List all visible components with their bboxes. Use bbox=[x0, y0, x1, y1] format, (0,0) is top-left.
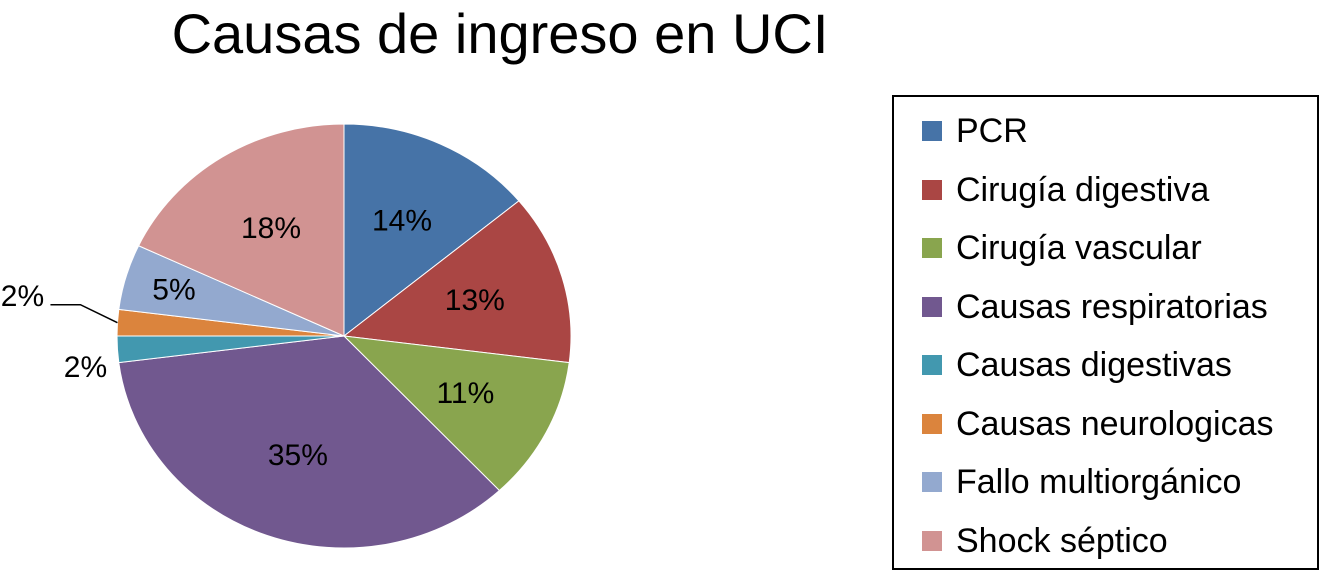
data-label-causas-neurologicas: 2% bbox=[1, 280, 44, 313]
legend-item-fallo-multiorganico: Fallo multiorgánico bbox=[922, 462, 1241, 502]
data-label-causas-respiratorias: 35% bbox=[268, 439, 328, 472]
data-label-cirugia-vascular: 11% bbox=[436, 377, 494, 410]
legend-swatch bbox=[922, 530, 942, 551]
pie-slice-cirugia-digestiva bbox=[342, 200, 572, 364]
data-label-fallo-multiorganico: 5% bbox=[152, 273, 195, 306]
data-label-pcr: 14% bbox=[372, 204, 432, 237]
legend-label: Shock séptico bbox=[956, 521, 1168, 560]
legend-item-pcr: PCR bbox=[922, 111, 1028, 151]
legend-swatch bbox=[922, 296, 942, 317]
pie-slice-shock-septico bbox=[137, 123, 345, 337]
legend-swatch bbox=[922, 179, 942, 200]
data-label-causas-digestivas: 2% bbox=[64, 351, 107, 384]
legend-label: Cirugía vascular bbox=[956, 229, 1202, 267]
chart-title: Causas de ingreso en UCI bbox=[171, 2, 829, 65]
legend-item-cirugia-vascular: Cirugía vascular bbox=[922, 228, 1202, 268]
legend-item-causas-digestivas: Causas digestivas bbox=[922, 345, 1232, 385]
legend-swatch bbox=[922, 472, 942, 492]
legend-item-causas-neurologicas: Causas neurologicas bbox=[922, 404, 1274, 444]
legend-label: Fallo multiorgánico bbox=[956, 463, 1242, 501]
leader-line-causas-neurologicas bbox=[50, 303, 118, 324]
legend-label: Cirugía digestiva bbox=[956, 170, 1210, 209]
legend-swatch bbox=[922, 413, 942, 434]
legend-swatch bbox=[922, 238, 942, 258]
pie-slice-causas-respiratorias bbox=[118, 335, 501, 549]
legend-label: PCR bbox=[956, 112, 1028, 150]
pie-chart: 14% 13% 11% 35% 2% 2% 5% 18% bbox=[1, 123, 572, 549]
legend-label: Causas neurologicas bbox=[956, 404, 1274, 443]
legend-item-cirugia-digestiva: Cirugía digestiva bbox=[922, 170, 1209, 210]
legend-swatch bbox=[922, 121, 942, 141]
pie-slice-cirugia-vascular bbox=[342, 335, 570, 492]
data-label-shock-septico: 18% bbox=[241, 212, 301, 245]
legend-label: Causas respiratorias bbox=[956, 287, 1268, 326]
data-label-cirugia-digestiva: 13% bbox=[445, 284, 505, 317]
legend-item-causas-respiratorias: Causas respiratorias bbox=[922, 287, 1268, 327]
legend-swatch bbox=[922, 355, 942, 375]
legend-label: Causas digestivas bbox=[956, 346, 1232, 384]
legend: PCR Cirugía digestiva Cirugía vascular Caus… bbox=[892, 95, 1319, 570]
pie-slice-pcr bbox=[343, 123, 520, 338]
legend-item-shock-septico: Shock séptico bbox=[922, 521, 1168, 561]
